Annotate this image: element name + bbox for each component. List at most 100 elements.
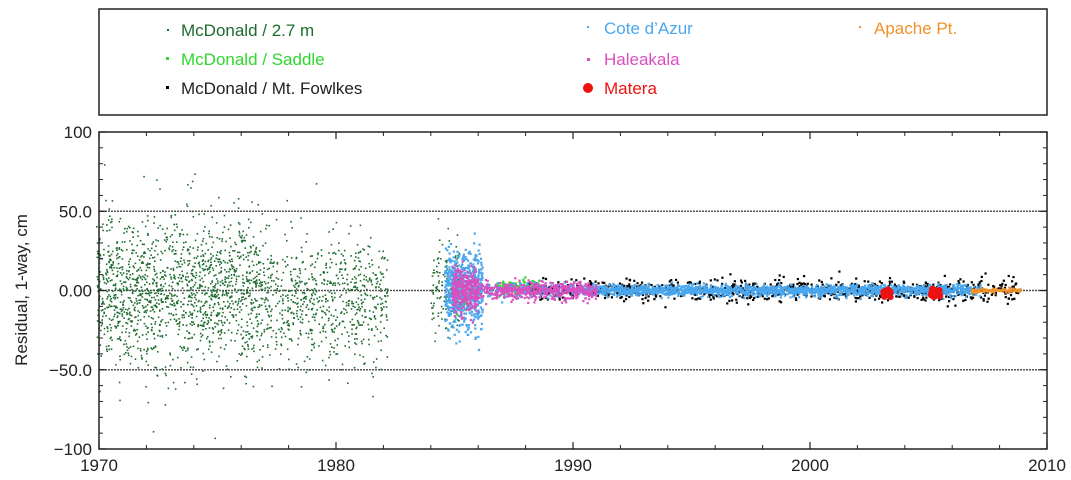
- data-point: [437, 217, 440, 220]
- data-point: [346, 331, 349, 334]
- data-point: [117, 311, 120, 314]
- data-point: [230, 307, 233, 309]
- data-point: [336, 316, 339, 319]
- data-point: [226, 319, 229, 321]
- data-point: [691, 297, 694, 300]
- data-point: [347, 288, 349, 291]
- data-point: [170, 268, 172, 270]
- data-point: [242, 296, 245, 298]
- data-point: [873, 292, 876, 295]
- data-point: [937, 282, 940, 285]
- data-point: [290, 299, 293, 301]
- data-point: [442, 307, 445, 310]
- data-point: [360, 265, 362, 268]
- data-point: [166, 236, 168, 239]
- data-point: [160, 283, 163, 286]
- data-point: [333, 251, 336, 254]
- data-point: [235, 291, 238, 294]
- data-point: [375, 282, 378, 285]
- data-point: [466, 333, 469, 336]
- data-point: [349, 289, 351, 292]
- data-point: [119, 320, 121, 323]
- data-point: [778, 300, 781, 303]
- data-point: [280, 326, 283, 329]
- data-point: [465, 293, 469, 297]
- data-point: [308, 358, 311, 360]
- data-point: [360, 299, 363, 301]
- data-point: [154, 273, 157, 276]
- data-point: [481, 311, 484, 314]
- data-point: [318, 345, 320, 347]
- data-point: [286, 255, 289, 258]
- data-point: [749, 294, 752, 297]
- data-point: [810, 293, 814, 296]
- data-point: [141, 305, 144, 307]
- data-point: [372, 376, 375, 378]
- data-point: [143, 315, 146, 318]
- data-point: [210, 294, 213, 297]
- data-point: [181, 274, 184, 277]
- data-point: [647, 295, 650, 298]
- data-point: [449, 242, 453, 246]
- data-point: [299, 269, 301, 272]
- data-point: [454, 262, 458, 265]
- data-point: [147, 248, 149, 250]
- data-point: [100, 329, 102, 332]
- data-point: [380, 273, 383, 275]
- data-point: [178, 322, 181, 325]
- data-point: [239, 236, 242, 238]
- data-point: [178, 321, 181, 323]
- data-point: [367, 253, 369, 256]
- data-point: [315, 183, 318, 185]
- data-point: [243, 298, 246, 301]
- data-point: [123, 232, 125, 234]
- data-point: [254, 250, 257, 252]
- data-point: [230, 339, 232, 342]
- data-point: [110, 348, 113, 350]
- data-point: [191, 288, 193, 291]
- data-point: [257, 273, 260, 276]
- data-point: [110, 319, 113, 322]
- data-point: [203, 293, 206, 296]
- data-point: [110, 329, 112, 332]
- data-point: [329, 280, 332, 283]
- data-point: [213, 303, 216, 306]
- data-point: [229, 302, 231, 305]
- data-point: [318, 296, 321, 298]
- data-point: [238, 289, 240, 291]
- data-point: [384, 288, 387, 291]
- data-point: [245, 334, 248, 336]
- data-point: [289, 273, 292, 276]
- data-point: [146, 352, 148, 355]
- data-point: [202, 289, 205, 292]
- data-point: [215, 314, 218, 316]
- data-point: [99, 253, 101, 256]
- data-point: [379, 288, 382, 290]
- data-point: [386, 295, 389, 297]
- data-point: [98, 295, 101, 298]
- data-point: [183, 261, 186, 264]
- data-point: [143, 276, 146, 279]
- data-point: [233, 202, 235, 204]
- data-point: [385, 269, 388, 271]
- data-point: [133, 266, 136, 269]
- data-point: [139, 319, 142, 321]
- data-point: [375, 274, 377, 276]
- data-point: [220, 270, 223, 273]
- data-point: [160, 320, 162, 323]
- data-point: [352, 268, 355, 270]
- data-point: [314, 313, 317, 316]
- data-point: [906, 290, 910, 293]
- data-point: [295, 256, 298, 259]
- data-point: [253, 350, 255, 353]
- data-point: [264, 299, 266, 301]
- data-point: [207, 287, 210, 289]
- data-point: [351, 300, 353, 303]
- data-point: [261, 332, 263, 335]
- data-point: [107, 289, 110, 291]
- data-point: [251, 307, 253, 310]
- data-point: [375, 278, 378, 280]
- data-point: [221, 293, 224, 295]
- data-point: [270, 326, 272, 329]
- data-point: [206, 323, 209, 326]
